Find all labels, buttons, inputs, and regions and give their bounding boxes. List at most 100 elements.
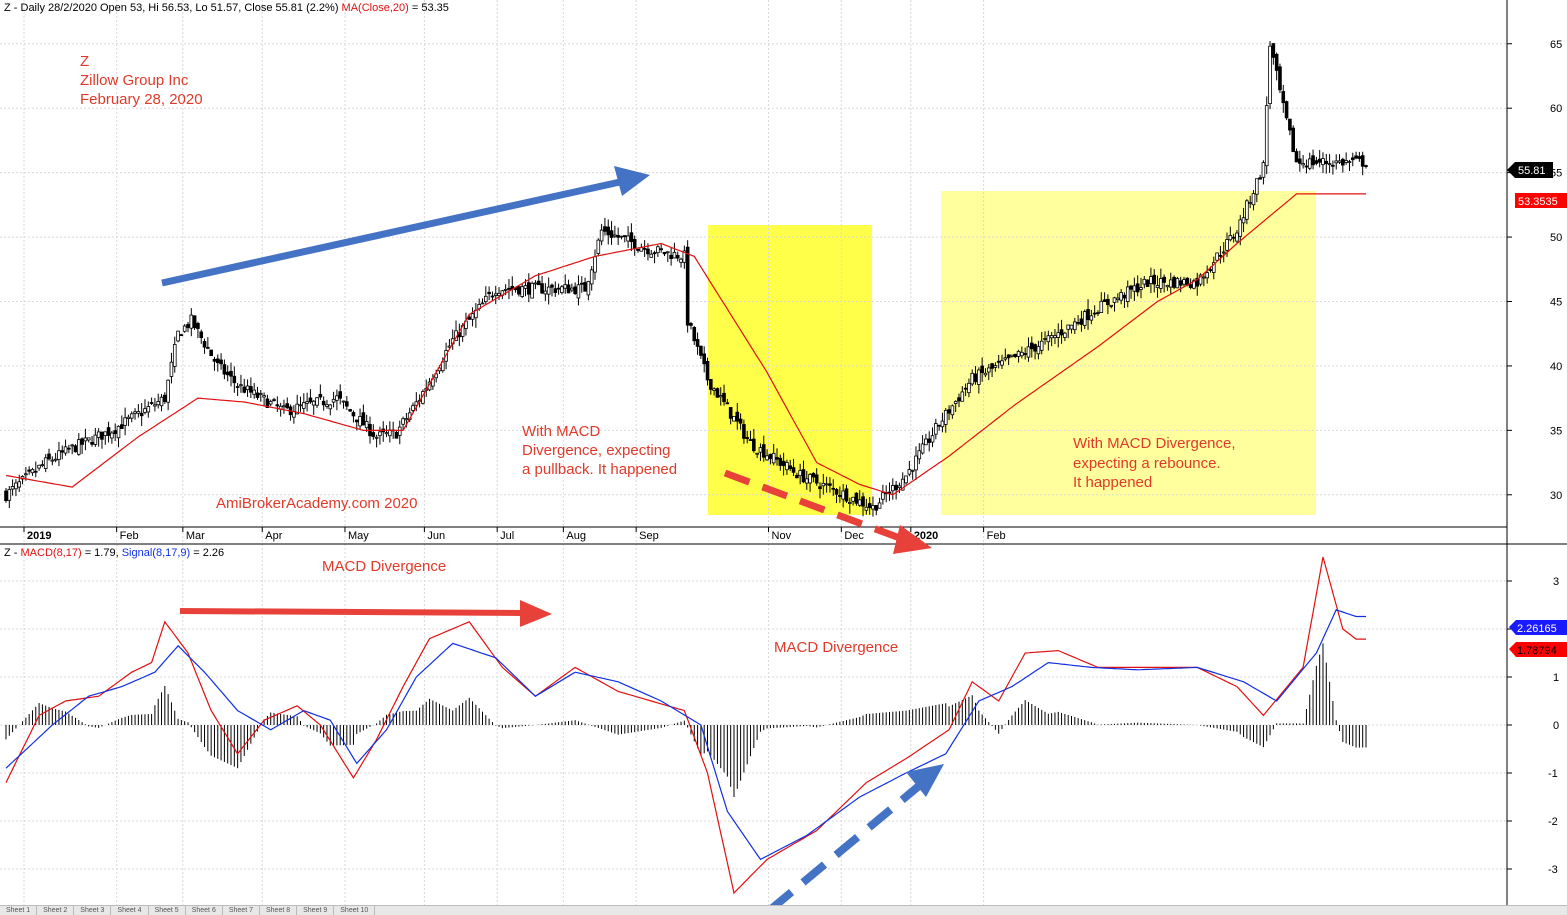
candle-body — [507, 287, 511, 290]
candle-body — [755, 452, 759, 455]
x-tick-label: Jun — [427, 530, 445, 542]
candle-body — [1135, 283, 1140, 293]
candle-body — [348, 409, 352, 412]
candle-body — [728, 407, 733, 419]
y-tick-label: 50 — [1550, 232, 1562, 244]
candle-body — [1208, 269, 1213, 271]
rebound-note-line-3: It happened — [1073, 474, 1152, 491]
candle-body — [1198, 274, 1203, 285]
candle-body — [536, 280, 541, 286]
candle-body — [808, 474, 812, 484]
candle-body — [40, 464, 45, 466]
candle-body — [632, 238, 637, 250]
rebound-note-line-2: expecting a rebounce. — [1073, 455, 1221, 472]
candle-body — [1251, 193, 1256, 206]
sheet-tab[interactable]: Sheet 1 — [0, 906, 38, 915]
candle-body — [83, 437, 88, 442]
candle-body — [282, 405, 286, 408]
candle-body — [785, 462, 789, 471]
candle-body — [47, 453, 51, 460]
sheet-tab[interactable]: Sheet 9 — [297, 906, 335, 915]
candle-body — [649, 253, 654, 258]
candle-body — [1294, 151, 1299, 163]
candle-body — [123, 417, 127, 426]
pullback-note-line-1: With MACD — [522, 423, 601, 440]
candle-body — [606, 226, 611, 236]
candle-body — [1354, 155, 1358, 159]
candle-body — [1092, 312, 1097, 315]
x-tick-label: Dec — [844, 530, 864, 542]
candle-body — [709, 379, 713, 390]
sheet-tab[interactable]: Sheet 3 — [74, 906, 112, 915]
candle-body — [530, 282, 534, 299]
candle-body — [354, 419, 359, 423]
candle-body — [318, 393, 323, 398]
candle-body — [43, 457, 48, 469]
sheet-tab[interactable]: Sheet 8 — [260, 906, 298, 915]
candle-body — [1258, 177, 1262, 180]
candle-body — [206, 346, 210, 349]
candle-body — [924, 438, 928, 446]
candle-body — [881, 492, 885, 500]
candle-body — [546, 286, 551, 295]
sheet-tab[interactable]: Sheet 10 — [334, 906, 376, 915]
sheet-tab[interactable]: Sheet 6 — [186, 906, 223, 915]
candle-body — [1255, 178, 1259, 195]
candle-body — [1139, 287, 1143, 290]
candle-body — [1175, 278, 1180, 289]
candle-body — [841, 490, 845, 500]
candle-body — [308, 397, 313, 403]
candle-body — [543, 290, 548, 295]
candle-body — [990, 363, 994, 369]
candle-body — [219, 359, 223, 365]
candle-body — [186, 324, 190, 328]
candle-body — [50, 459, 55, 462]
candle-body — [771, 452, 776, 464]
candle-body — [1086, 309, 1090, 321]
candle-body — [652, 252, 657, 255]
candle-body — [1334, 160, 1339, 164]
candle-body — [659, 248, 663, 251]
pullback-highlight — [708, 225, 872, 515]
candle-body — [1261, 162, 1266, 178]
candle-body — [1165, 284, 1170, 288]
sheet-tab[interactable]: Sheet 7 — [223, 906, 260, 915]
candle-body — [851, 496, 855, 502]
candle-body — [103, 431, 108, 436]
candle-body — [1281, 91, 1286, 104]
candle-body — [579, 282, 584, 285]
candle-body — [622, 235, 627, 238]
candle-body — [814, 474, 819, 484]
candle-body — [910, 469, 915, 472]
candle-body — [566, 284, 571, 294]
candle-body — [914, 455, 918, 471]
pullback-note-line-3: a pullback. It happened — [522, 461, 677, 478]
candle-body — [705, 360, 710, 381]
x-tick-label: Apr — [265, 530, 282, 542]
candle-body — [1218, 254, 1223, 257]
candle-body — [262, 395, 266, 398]
ticker-symbol: Z — [80, 53, 89, 70]
candle-body — [636, 249, 640, 251]
candle-body — [553, 288, 558, 293]
sheet-tab[interactable]: Sheet 2 — [37, 906, 75, 915]
macd-tick-label: 3 — [1553, 576, 1559, 588]
candle-body — [560, 286, 564, 294]
arrow-blue-dashed-macd-up — [767, 764, 944, 914]
candle-body — [239, 384, 243, 387]
sheet-tab[interactable]: Sheet 5 — [149, 906, 186, 915]
candle-body — [745, 437, 750, 439]
sheet-tab[interactable]: Sheet 4 — [111, 906, 149, 915]
candle-body — [920, 443, 925, 454]
sheet-tab-bar: Sheet 1 Sheet 2 Sheet 3 Sheet 4 Sheet 5 Sheet… — [0, 905, 1567, 915]
candle-body — [593, 256, 597, 273]
macd-tick-label: -1 — [1548, 768, 1558, 780]
candle-body — [1102, 299, 1107, 303]
candle-body — [63, 446, 68, 454]
macd-tag: 1.78794 — [1509, 642, 1567, 657]
x-tick-label: May — [348, 530, 369, 542]
candle-body — [583, 282, 587, 292]
candle-body — [960, 391, 965, 402]
x-tick-label: 2020 — [914, 530, 938, 542]
candle-body — [133, 411, 137, 414]
